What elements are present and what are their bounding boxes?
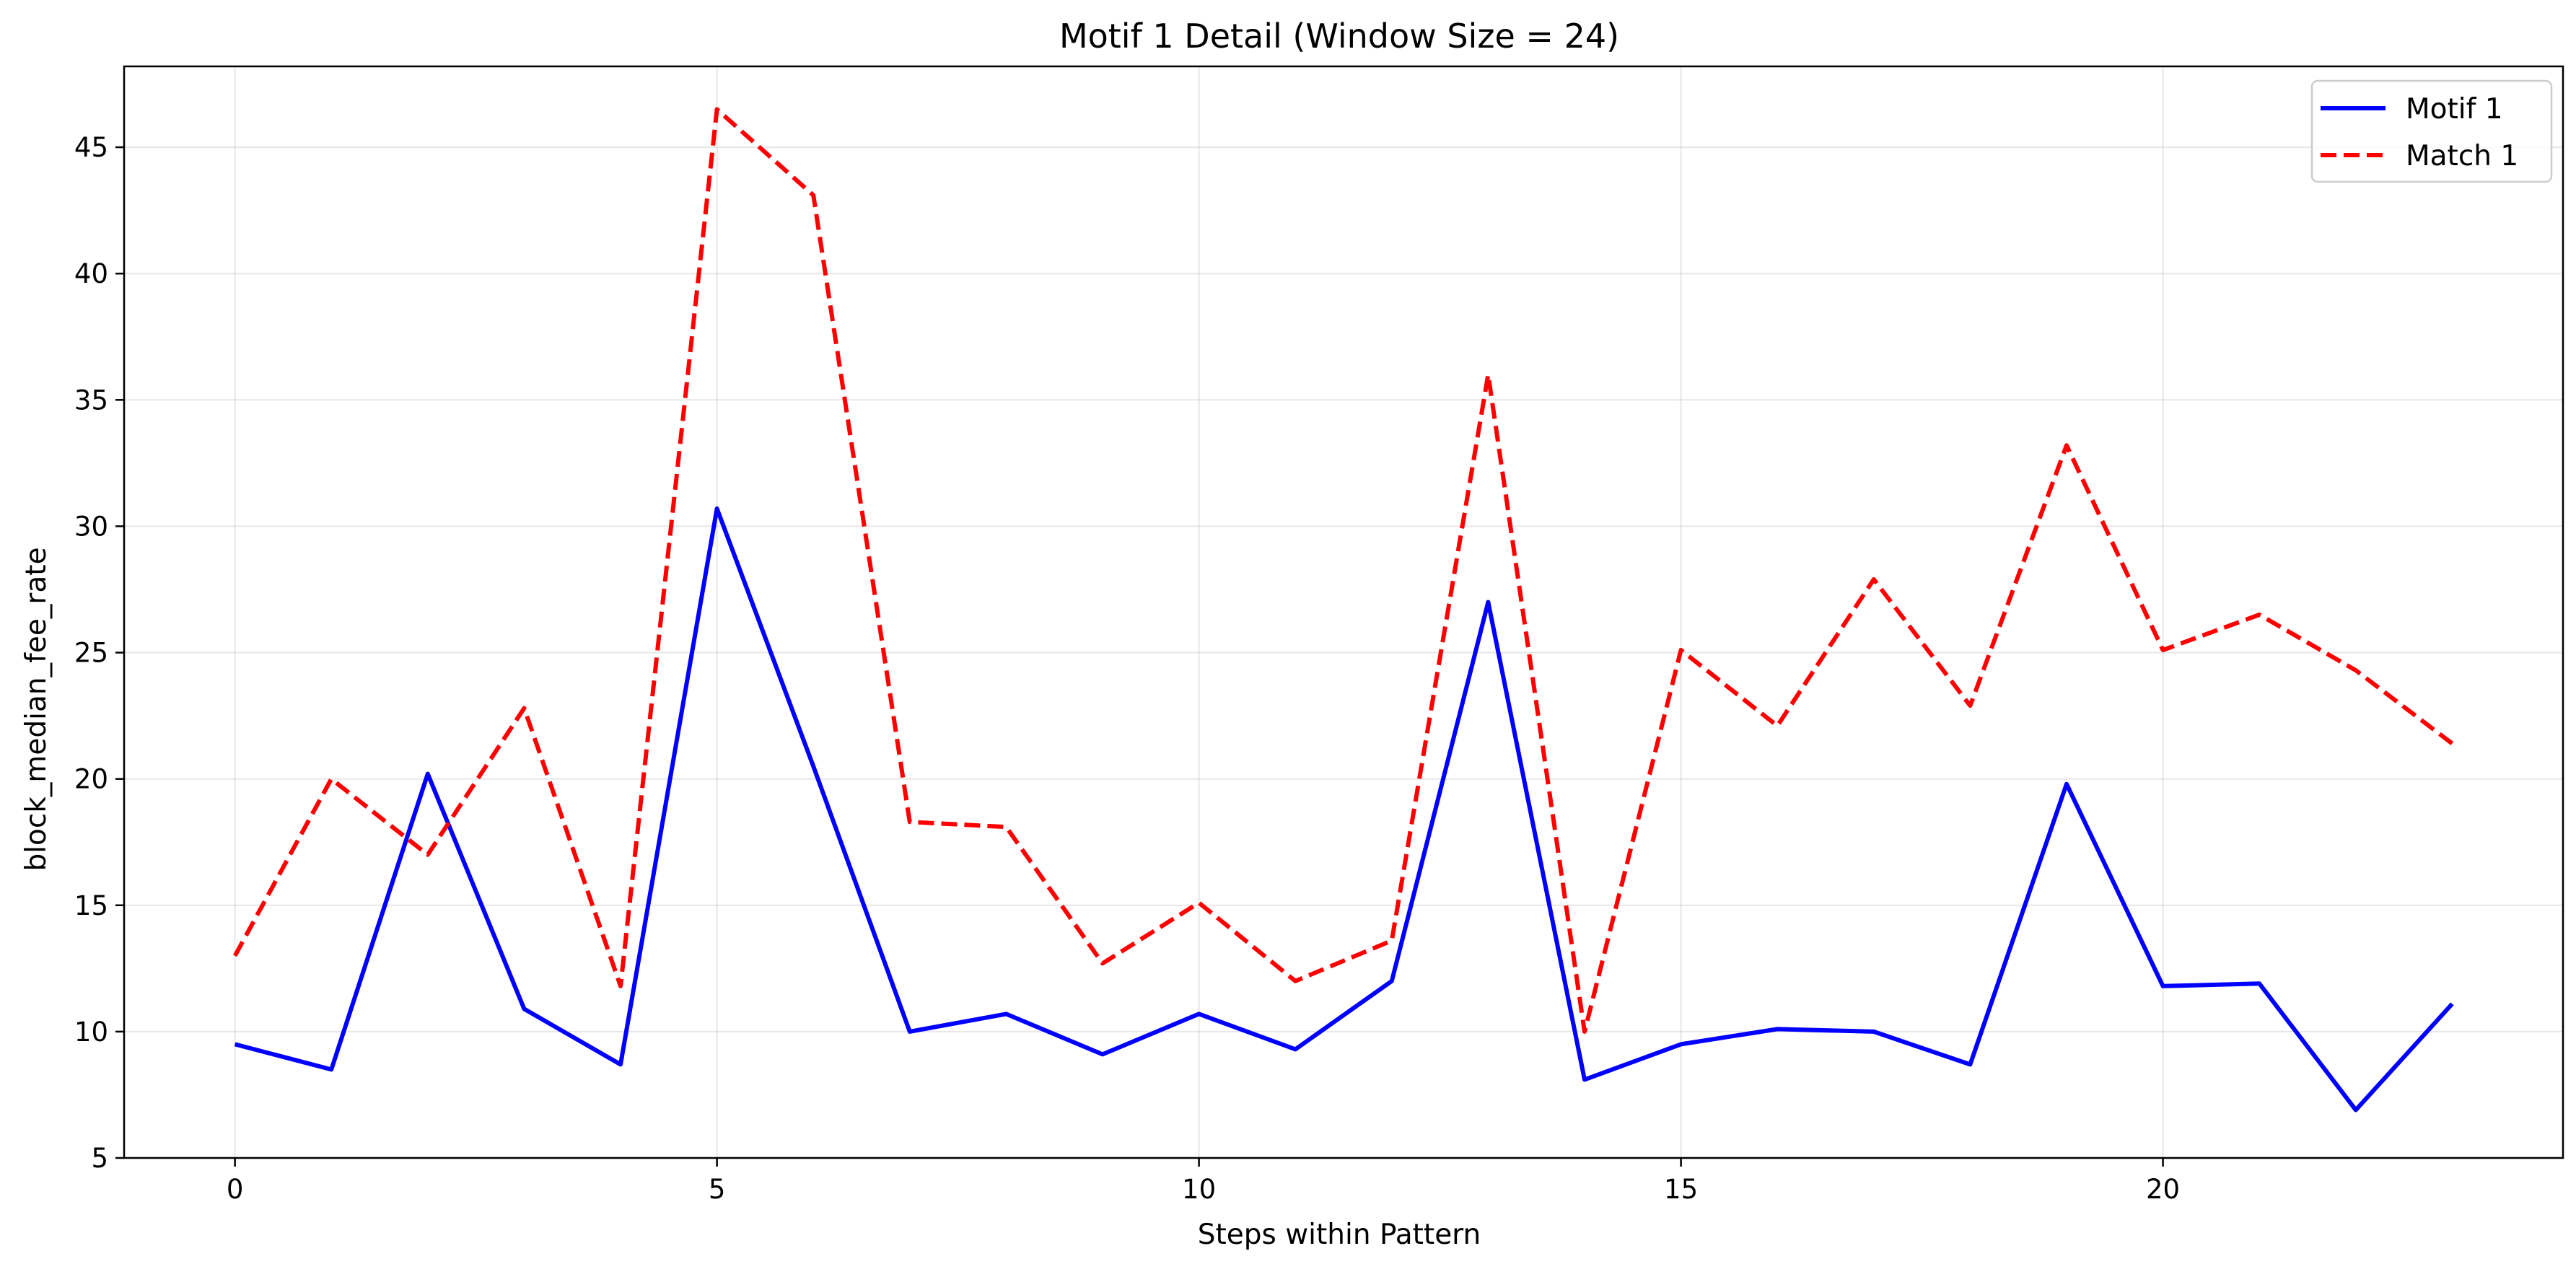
legend-label-motif-1: Motif 1 xyxy=(2406,93,2503,126)
y-tick-label: 25 xyxy=(74,638,108,669)
y-axis-label: block_median_fee_rate xyxy=(20,547,53,871)
x-tick-label: 15 xyxy=(1664,1174,1698,1205)
y-tick-label: 45 xyxy=(74,132,108,163)
y-tick-label: 40 xyxy=(74,258,108,289)
y-tick-label: 15 xyxy=(74,890,108,921)
legend: Motif 1 Match 1 xyxy=(2312,81,2551,182)
y-tick-label: 35 xyxy=(74,385,108,416)
chart-title: Motif 1 Detail (Window Size = 24) xyxy=(1059,17,1619,56)
y-tick-label: 30 xyxy=(74,511,108,542)
legend-label-match-1: Match 1 xyxy=(2406,140,2518,172)
x-axis-label: Steps within Pattern xyxy=(1198,1219,1481,1251)
x-tick-label: 10 xyxy=(1182,1174,1216,1205)
x-tick-label: 5 xyxy=(709,1174,726,1205)
x-tick-label: 0 xyxy=(227,1174,244,1205)
y-tick-label: 5 xyxy=(91,1143,108,1174)
x-tick-label: 20 xyxy=(2146,1174,2180,1205)
y-tick-label: 10 xyxy=(74,1017,108,1048)
y-tick-label: 20 xyxy=(74,764,108,795)
